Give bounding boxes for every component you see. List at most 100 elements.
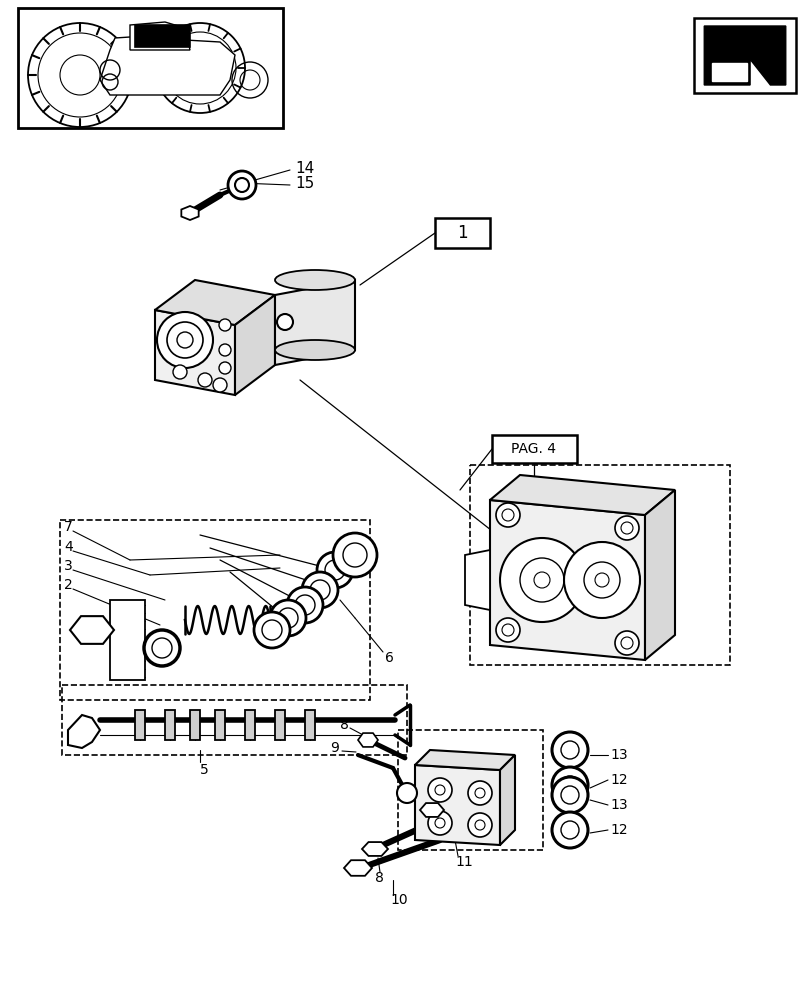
Polygon shape [489, 500, 644, 660]
Circle shape [324, 560, 345, 580]
Circle shape [286, 587, 323, 623]
Bar [18, 8, 283, 128]
Polygon shape [703, 26, 785, 85]
Bar [435, 218, 489, 248]
Circle shape [310, 580, 329, 600]
Polygon shape [644, 490, 674, 660]
Polygon shape [362, 842, 388, 856]
Circle shape [254, 612, 290, 648]
Polygon shape [500, 755, 514, 845]
Ellipse shape [275, 270, 354, 290]
Circle shape [397, 783, 417, 803]
Circle shape [519, 558, 564, 602]
Circle shape [467, 781, 491, 805]
Text: 10: 10 [389, 893, 407, 907]
Circle shape [560, 776, 578, 794]
Circle shape [551, 812, 587, 848]
Bar [245, 710, 255, 740]
Text: 13: 13 [609, 748, 627, 762]
Circle shape [620, 522, 633, 534]
Text: 12: 12 [609, 823, 627, 837]
Circle shape [474, 788, 484, 798]
Circle shape [427, 778, 452, 802]
Text: 2: 2 [64, 578, 73, 592]
Circle shape [500, 538, 583, 622]
Text: 3: 3 [64, 559, 73, 573]
Polygon shape [711, 63, 746, 81]
Circle shape [294, 595, 315, 615]
Circle shape [551, 777, 587, 813]
Circle shape [198, 373, 212, 387]
Circle shape [177, 332, 193, 348]
Text: 5: 5 [200, 763, 208, 777]
Bar [135, 710, 145, 740]
Circle shape [277, 314, 293, 330]
Circle shape [342, 543, 367, 567]
Circle shape [173, 365, 187, 379]
Text: 6: 6 [384, 651, 393, 665]
Circle shape [333, 533, 376, 577]
Bar [165, 710, 175, 740]
Polygon shape [100, 35, 234, 95]
Text: 15: 15 [294, 176, 314, 191]
Circle shape [551, 732, 587, 768]
Bar [305, 710, 315, 740]
Circle shape [167, 322, 203, 358]
Circle shape [435, 785, 444, 795]
Polygon shape [234, 295, 275, 395]
Bar [60, 520, 370, 700]
Circle shape [534, 572, 549, 588]
Circle shape [560, 786, 578, 804]
Text: 9: 9 [329, 741, 338, 755]
Ellipse shape [275, 340, 354, 360]
Circle shape [212, 378, 227, 392]
Circle shape [316, 552, 353, 588]
Text: 7: 7 [64, 520, 73, 534]
Circle shape [501, 509, 513, 521]
Circle shape [560, 741, 578, 759]
Circle shape [219, 362, 230, 374]
Circle shape [427, 811, 452, 835]
Polygon shape [419, 803, 444, 817]
Text: 11: 11 [454, 855, 472, 869]
Circle shape [234, 178, 249, 192]
Bar [190, 710, 200, 740]
Circle shape [620, 637, 633, 649]
Circle shape [302, 572, 337, 608]
Text: 12: 12 [609, 773, 627, 787]
Circle shape [594, 573, 608, 587]
Text: PAG. 4: PAG. 4 [511, 442, 556, 456]
Text: 1: 1 [456, 224, 467, 242]
Circle shape [435, 818, 444, 828]
Circle shape [467, 813, 491, 837]
Circle shape [152, 638, 172, 658]
Circle shape [564, 542, 639, 618]
Bar [215, 710, 225, 740]
Circle shape [474, 820, 484, 830]
Circle shape [614, 516, 638, 540]
Circle shape [270, 600, 306, 636]
Polygon shape [155, 310, 234, 395]
Bar [275, 710, 285, 740]
Polygon shape [155, 280, 275, 325]
Bar [693, 18, 795, 93]
Bar [135, 25, 190, 47]
Polygon shape [344, 860, 371, 876]
Polygon shape [130, 22, 190, 50]
Polygon shape [414, 765, 500, 845]
Circle shape [157, 312, 212, 368]
Polygon shape [489, 475, 674, 515]
Polygon shape [358, 733, 378, 747]
Polygon shape [275, 280, 354, 365]
Polygon shape [414, 750, 514, 770]
Circle shape [551, 767, 587, 803]
Circle shape [219, 319, 230, 331]
Circle shape [219, 344, 230, 356]
Polygon shape [181, 206, 199, 220]
Text: 4: 4 [64, 540, 73, 554]
Polygon shape [465, 550, 489, 610]
Polygon shape [68, 715, 100, 748]
Circle shape [560, 821, 578, 839]
Polygon shape [70, 616, 114, 644]
Circle shape [614, 631, 638, 655]
